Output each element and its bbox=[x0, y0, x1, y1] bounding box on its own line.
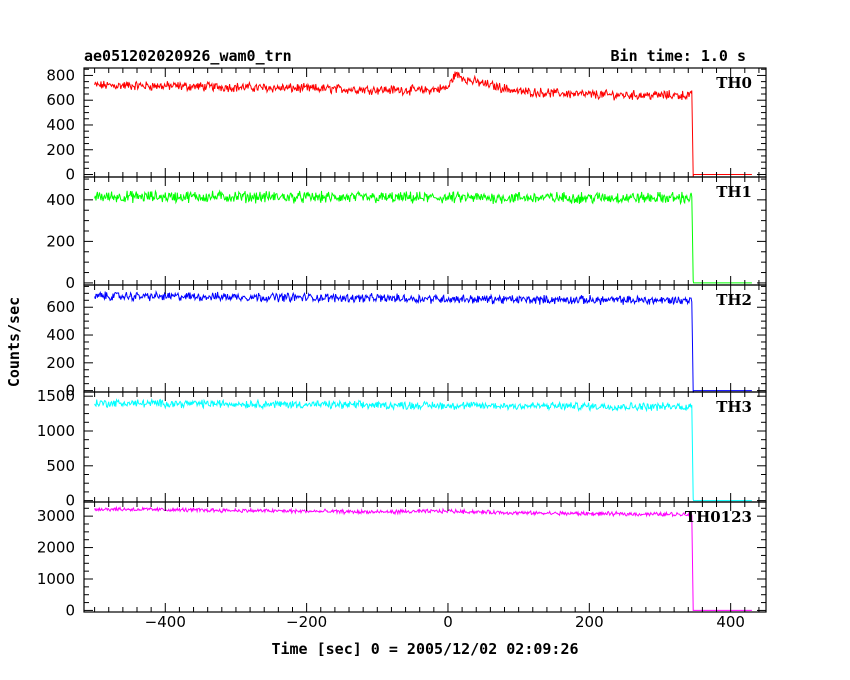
chart-title: ae051202020926_wam0_trn bbox=[84, 47, 292, 65]
y-tick-label: 1500 bbox=[37, 387, 75, 405]
panel-th0123: TH0123 0 1000 2000 3000 bbox=[37, 501, 767, 619]
x-tick-label: 400 bbox=[716, 613, 745, 631]
bin-time-label: Bin time: 1.0 s bbox=[611, 47, 746, 65]
panel-label: TH0 bbox=[716, 74, 752, 92]
x-tick-label: 0 bbox=[443, 613, 453, 631]
x-axis: −400 −200 0 200 400 bbox=[145, 613, 745, 631]
y-tick-label: 0 bbox=[65, 601, 75, 619]
panel-th3: TH3 0 500 1000 1500 bbox=[37, 387, 767, 510]
panel-frame bbox=[83, 391, 767, 503]
y-tick-label: 0 bbox=[65, 382, 75, 400]
y-tick-label: 400 bbox=[46, 116, 75, 134]
y-tick-label: 2000 bbox=[37, 539, 75, 557]
series-line-th1 bbox=[94, 189, 752, 284]
y-tick-label: 400 bbox=[46, 326, 75, 344]
y-tick-label: 0 bbox=[65, 274, 75, 292]
x-axis-label: Time [sec] 0 = 2005/12/02 02:09:26 bbox=[271, 640, 578, 658]
y-axis-label: Counts/sec bbox=[5, 297, 23, 387]
y-tick-label: 200 bbox=[46, 141, 75, 159]
y-tick-label: 1000 bbox=[37, 422, 75, 440]
y-tick-label: 200 bbox=[46, 232, 75, 250]
panel-th1: TH1 0 200 400 bbox=[46, 176, 767, 292]
y-tick-label: 500 bbox=[46, 457, 75, 475]
panel-th2: TH2 0 200 400 600 bbox=[46, 284, 767, 400]
y-tick-label: 0 bbox=[65, 492, 75, 510]
y-tick-label: 600 bbox=[46, 91, 75, 109]
panels-group: TH00200400600800TH10200400TH20200400600T… bbox=[37, 66, 767, 619]
series-line-th2 bbox=[94, 290, 752, 393]
panel-label: TH3 bbox=[716, 398, 752, 416]
y-tick-label: 0 bbox=[65, 166, 75, 184]
series-line-th0123 bbox=[94, 505, 752, 611]
y-tick-label: 800 bbox=[46, 66, 75, 84]
panel-label: TH2 bbox=[716, 291, 752, 309]
y-tick-label: 3000 bbox=[37, 507, 75, 525]
series-line-th0 bbox=[94, 71, 752, 177]
y-tick-label: 400 bbox=[46, 191, 75, 209]
panel-frame bbox=[83, 501, 767, 613]
y-tick-label: 200 bbox=[46, 354, 75, 372]
y-tick-label: 600 bbox=[46, 298, 75, 316]
series-line-th3 bbox=[94, 397, 752, 502]
x-tick-label: 200 bbox=[575, 613, 604, 631]
panel-label: TH0123 bbox=[685, 508, 752, 526]
y-tick-label: 1000 bbox=[37, 570, 75, 588]
panel-frame bbox=[83, 284, 767, 393]
panel-th0: TH0 0 200 400 600 800 bbox=[46, 66, 767, 184]
x-tick-label: −200 bbox=[286, 613, 327, 631]
panel-label: TH1 bbox=[716, 183, 752, 201]
x-tick-label: −400 bbox=[145, 613, 186, 631]
